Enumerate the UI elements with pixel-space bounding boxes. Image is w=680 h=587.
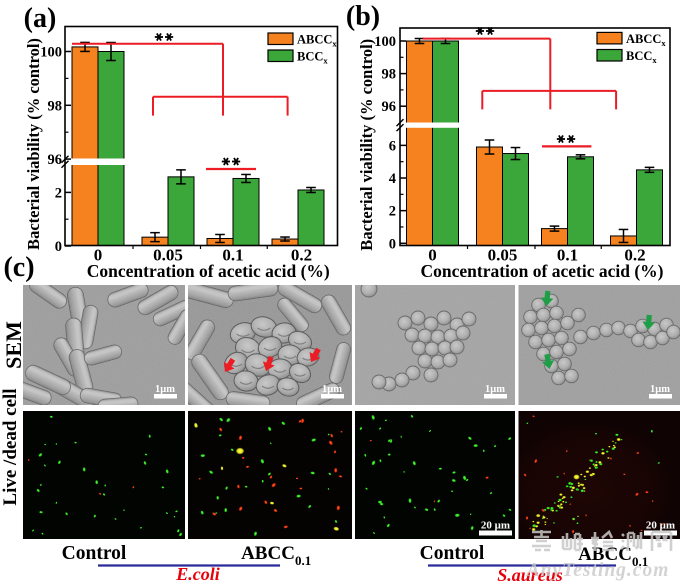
svg-text:E.coli: E.coli [175,564,220,584]
svg-text:(a): (a) [24,3,57,34]
svg-text:96: 96 [48,152,63,168]
svg-text:ABCCx: ABCCx [626,32,666,48]
svg-text:AnyTesting.com: AnyTesting.com [525,560,670,581]
svg-text:(c): (c) [3,252,34,283]
svg-text:98: 98 [48,98,63,114]
svg-text:BCCx: BCCx [626,49,657,65]
svg-text:2: 2 [55,185,62,201]
svg-text:0: 0 [428,246,437,265]
svg-text:Concentration of acetic acid (: Concentration of acetic acid (%) [87,261,330,281]
svg-text:1μm: 1μm [650,384,670,395]
svg-text:0.1: 0.1 [295,553,311,568]
svg-text:Control: Control [62,543,127,564]
svg-text:0: 0 [55,239,62,255]
svg-text:Control: Control [420,543,485,564]
svg-text:2: 2 [389,204,396,220]
svg-text:BCCx: BCCx [297,50,328,66]
svg-text:100: 100 [374,34,396,50]
svg-text:S.aureus: S.aureus [497,565,563,585]
svg-text:0.1: 0.1 [632,554,648,569]
svg-text:ABCCx: ABCCx [297,33,337,49]
svg-text:0.2: 0.2 [291,246,312,265]
svg-text:100: 100 [40,45,62,61]
svg-text:0.1: 0.1 [557,246,578,265]
svg-text:98: 98 [382,67,397,83]
svg-text:20 μm: 20 μm [646,520,675,532]
svg-text:1μm: 1μm [485,384,505,395]
svg-text:1μm: 1μm [155,384,175,395]
svg-text:0.05: 0.05 [153,246,183,265]
svg-text:4: 4 [389,171,396,187]
svg-text:20 μm: 20 μm [481,520,510,532]
svg-text:Live /dead cell: Live /dead cell [0,388,21,505]
svg-text:SEM: SEM [1,321,26,369]
svg-text:0.2: 0.2 [624,246,645,265]
svg-text:Bacterial viability (% control: Bacterial viability (% control) [24,38,43,250]
svg-text:ABCC: ABCC [241,543,295,564]
svg-text:0.05: 0.05 [488,246,518,265]
svg-text:0: 0 [94,246,103,265]
svg-text:(b): (b) [346,1,380,32]
svg-text:0.1: 0.1 [222,246,243,265]
svg-text:Bacterial viability (% control: Bacterial viability (% control) [357,39,376,251]
svg-text:ABCC: ABCC [578,544,632,565]
svg-text:1μm: 1μm [322,384,342,395]
svg-text:Concentration of acetic acid (: Concentration of acetic acid (%) [421,261,664,281]
svg-text:96: 96 [382,99,397,115]
svg-text:0: 0 [389,236,396,252]
svg-text:6: 6 [389,138,396,154]
